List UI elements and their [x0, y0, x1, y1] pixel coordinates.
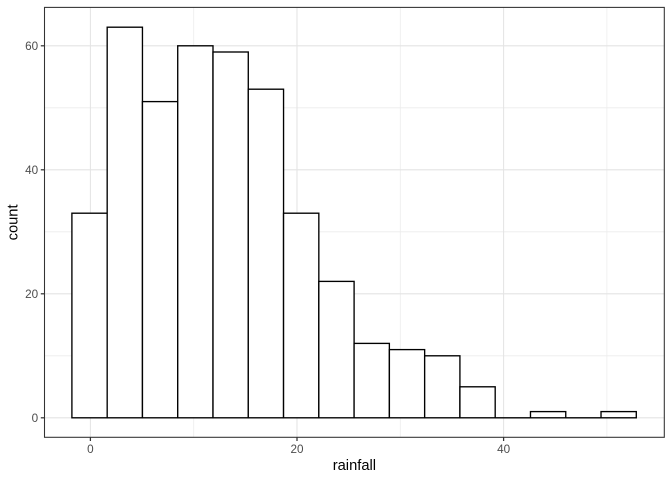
svg-text:60: 60 [25, 40, 39, 53]
svg-text:20: 20 [290, 443, 304, 456]
svg-text:40: 40 [25, 164, 39, 177]
svg-text:0: 0 [32, 412, 39, 425]
svg-text:40: 40 [497, 443, 511, 456]
svg-text:0: 0 [87, 443, 94, 456]
svg-text:count: count [5, 204, 21, 240]
svg-text:rainfall: rainfall [333, 458, 376, 474]
svg-text:20: 20 [25, 288, 39, 301]
